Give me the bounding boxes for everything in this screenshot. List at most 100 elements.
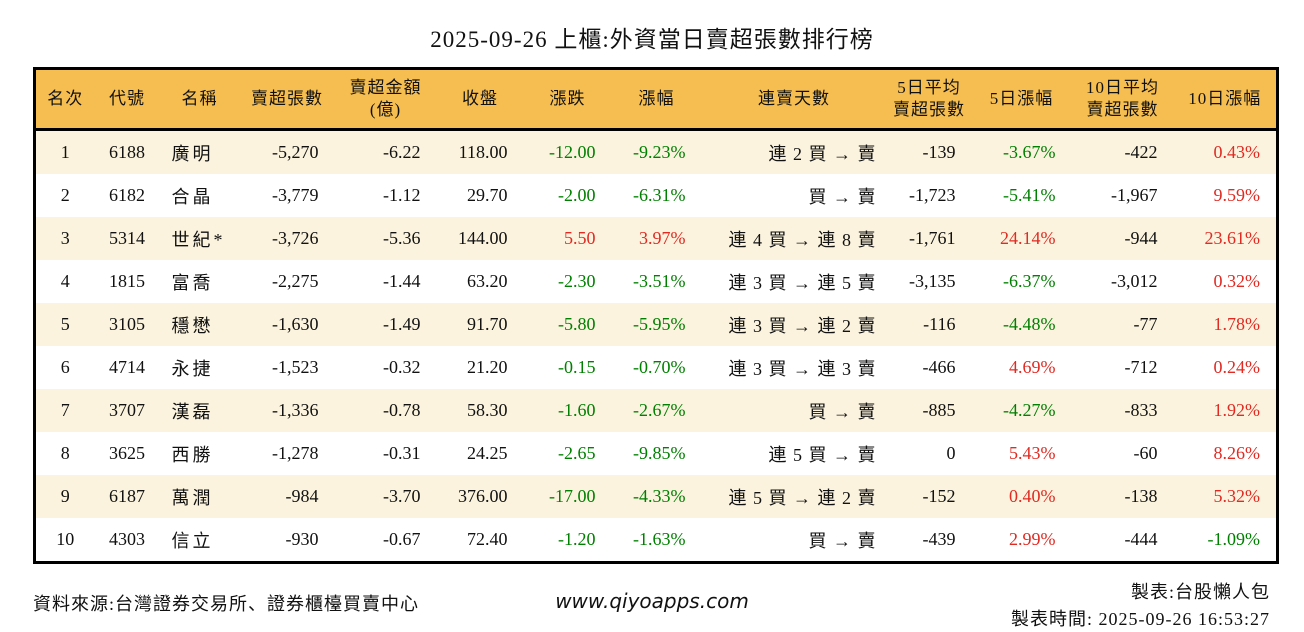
cell-avg10: -60 [1133,443,1158,463]
cell-rank: 2 [60,185,70,205]
col-header-sell-volume: 賣超張數 [239,68,335,131]
cell-sell-amount: -1.49 [383,314,421,334]
cell-close: 29.70 [467,185,508,205]
table-row: 3 5314 世紀* -3,726 -5.36 144.00 5.50 3.97… [34,217,1278,260]
cell-close: 21.20 [467,357,508,377]
cell-pct10: 1.92% [1213,400,1261,420]
cell-avg5: -3,135 [909,271,956,291]
cell-sell-amount: -0.32 [383,357,421,377]
cell-sell-volume: -5,270 [272,142,319,162]
col-header-change-pct: 漲幅 [611,68,702,131]
cell-change: -12.00 [549,142,596,162]
cell-pct5: -6.37% [1003,271,1056,291]
data-source-note: 資料來源:台灣證券交易所、證券櫃檯買賣中心 [33,594,419,614]
cell-name: 西勝 [171,444,214,465]
cell-name: 穩懋 [171,315,214,336]
cell-rank: 1 [60,142,70,162]
cell-close: 144.00 [458,228,508,248]
cell-code: 6188 [109,142,145,162]
cell-sell-amount: -1.44 [383,271,421,291]
cell-pct10: 8.26% [1213,443,1261,463]
cell-avg5: -152 [922,486,956,506]
cell-change-pct: -1.63% [633,529,686,549]
cell-change-pct: -5.95% [633,314,686,334]
cell-pct5: -4.48% [1003,314,1056,334]
cell-name: 永捷 [171,358,214,379]
cell-change-pct: -9.23% [633,142,686,162]
cell-change: -5.80 [558,314,596,334]
cell-code: 1815 [109,271,145,291]
cell-avg5: 0 [946,443,956,463]
cell-sell-amount: -1.12 [383,185,421,205]
cell-sell-amount: -0.67 [383,529,421,549]
cell-pct5: 4.69% [1009,357,1056,377]
cell-sell-amount: -5.36 [383,228,421,248]
cell-streak: 連 3 買 → 連 3 賣 [728,358,877,379]
cell-avg10: -944 [1124,228,1158,248]
cell-pct10: 23.61% [1204,228,1261,248]
cell-change: -0.15 [558,357,596,377]
cell-streak: 連 2 買 → 賣 [768,143,877,164]
cell-avg10: -833 [1124,400,1158,420]
cell-code: 5314 [109,228,145,248]
table-row: 10 4303 信立 -930 -0.67 72.40 -1.20 -1.63%… [34,518,1278,563]
cell-change: -17.00 [549,486,596,506]
cell-change: -2.30 [558,271,596,291]
cell-change-pct: -0.70% [633,357,686,377]
cell-streak: 連 5 買 → 連 2 賣 [728,487,877,508]
cell-streak: 連 3 買 → 連 2 賣 [728,315,877,336]
cell-code: 3625 [109,443,145,463]
cell-rank: 8 [60,443,70,463]
cell-streak: 買 → 賣 [808,401,877,422]
cell-pct5: 0.40% [1009,486,1056,506]
col-header-code: 代號 [94,68,160,131]
col-header-pct10: 10日漲幅 [1173,68,1278,131]
col-header-close: 收盤 [436,68,524,131]
cell-avg5: -466 [922,357,956,377]
cell-pct10: -1.09% [1207,529,1261,549]
cell-rank: 4 [60,271,70,291]
cell-avg5: -885 [922,400,956,420]
cell-name: 信立 [171,530,214,551]
cell-name: 富喬 [171,272,214,293]
cell-change-pct: -6.31% [633,185,686,205]
col-header-avg10: 10日平均 賣超張數 [1071,68,1174,131]
col-header-avg5: 5日平均 賣超張數 [886,68,972,131]
cell-change-pct: -3.51% [633,271,686,291]
cell-sell-volume: -3,779 [272,185,319,205]
cell-pct5: 24.14% [1000,228,1056,248]
cell-code: 3105 [109,314,145,334]
cell-close: 91.70 [467,314,508,334]
cell-pct10: 0.24% [1213,357,1261,377]
cell-close: 118.00 [458,142,508,162]
cell-rank: 6 [60,357,70,377]
cell-avg10: -3,012 [1111,271,1158,291]
cell-avg5: -1,761 [909,228,956,248]
cell-avg5: -116 [923,314,956,334]
cell-sell-volume: -1,278 [272,443,319,463]
cell-pct10: 0.43% [1213,142,1261,162]
cell-close: 24.25 [467,443,508,463]
cell-sell-amount: -3.70 [383,486,421,506]
cell-pct5: -4.27% [1003,400,1056,420]
cell-streak: 連 4 買 → 連 8 賣 [728,229,877,250]
cell-change: -2.00 [558,185,596,205]
website-text: www.qiyoapps.com [555,589,749,613]
cell-close: 376.00 [458,486,508,506]
col-header-rank: 名次 [34,68,95,131]
col-header-streak: 連賣天數 [701,68,887,131]
table-row: 1 6188 廣明 -5,270 -6.22 118.00 -12.00 -9.… [34,129,1278,174]
cell-sell-volume: -2,275 [272,271,319,291]
cell-change-pct: -4.33% [633,486,686,506]
cell-close: 63.20 [467,271,508,291]
cell-rank: 7 [60,400,70,420]
cell-avg10: -422 [1124,142,1158,162]
ranking-table: 名次 代號 名稱 賣超張數 賣超金額 (億) 收盤 漲跌 漲幅 連賣天數 5日平… [33,67,1279,564]
cell-name: 漢磊 [171,401,214,422]
cell-avg5: -439 [922,529,956,549]
table-row: 6 4714 永捷 -1,523 -0.32 21.20 -0.15 -0.70… [34,346,1278,389]
cell-pct10: 5.32% [1213,486,1261,506]
cell-sell-volume: -930 [285,529,319,549]
cell-pct10: 1.78% [1213,314,1261,334]
report-timestamp: 製表時間: 2025-09-26 16:53:27 [1011,609,1270,629]
